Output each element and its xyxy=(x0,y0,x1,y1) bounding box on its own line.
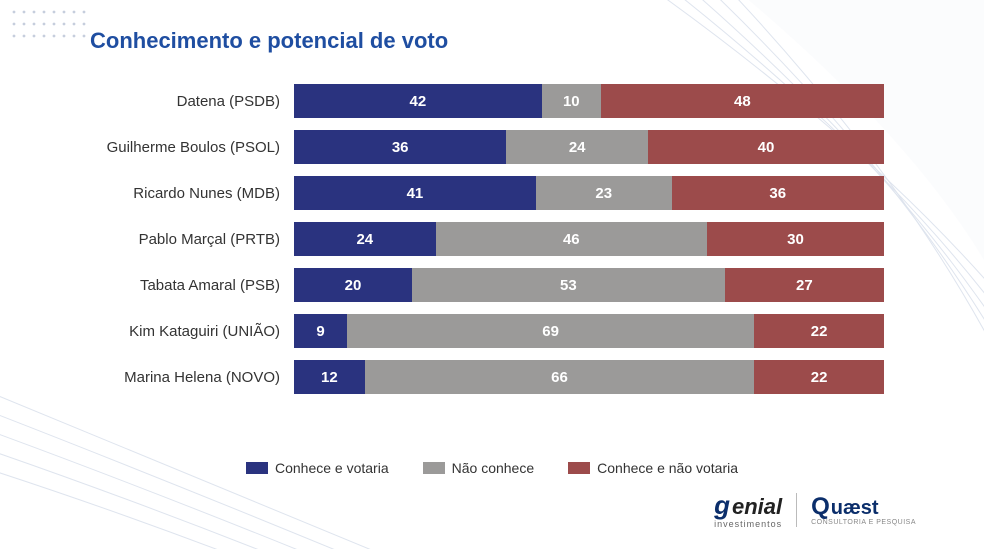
bar-segment: 46 xyxy=(436,222,707,256)
page: Conhecimento e potencial de voto Datena … xyxy=(0,0,984,549)
bar-segment: 36 xyxy=(672,176,884,210)
bar-segment: 30 xyxy=(707,222,884,256)
bar: 412336 xyxy=(294,176,884,210)
bar-segment: 23 xyxy=(536,176,672,210)
legend-item: Conhece e não votaria xyxy=(568,460,738,476)
row-label: Guilherme Boulos (PSOL) xyxy=(60,139,280,156)
bar-segment: 27 xyxy=(725,268,884,302)
bar-segment: 10 xyxy=(542,84,601,118)
bar: 244630 xyxy=(294,222,884,256)
chart-row: Ricardo Nunes (MDB) 412336 xyxy=(60,176,884,210)
bar-segment: 66 xyxy=(365,360,754,394)
logo-genial: genial investimentos xyxy=(714,490,782,529)
bar-segment: 22 xyxy=(754,360,884,394)
bar-segment: 20 xyxy=(294,268,412,302)
row-label: Tabata Amaral (PSB) xyxy=(60,277,280,294)
legend-label: Conhece e votaria xyxy=(275,460,389,476)
row-label: Datena (PSDB) xyxy=(60,93,280,110)
footer: genial investimentos Quæst CONSULTORIA E… xyxy=(60,490,924,529)
bar-segment: 69 xyxy=(347,314,754,348)
logo-genial-text: enial xyxy=(732,494,782,520)
chart-row: Kim Kataguiri (UNIÃO) 96922 xyxy=(60,314,884,348)
chart-row: Datena (PSDB) 421048 xyxy=(60,84,884,118)
chart-row: Guilherme Boulos (PSOL) 362440 xyxy=(60,130,884,164)
legend-label: Não conhece xyxy=(452,460,535,476)
bar: 421048 xyxy=(294,84,884,118)
bar-segment: 12 xyxy=(294,360,365,394)
legend-swatch xyxy=(246,462,268,474)
logo-genial-sub: investimentos xyxy=(714,519,782,529)
legend: Conhece e votaria Não conhece Conhece e nã… xyxy=(60,460,924,476)
bar-segment: 42 xyxy=(294,84,542,118)
bar: 205327 xyxy=(294,268,884,302)
row-label: Marina Helena (NOVO) xyxy=(60,369,280,386)
bar-segment: 9 xyxy=(294,314,347,348)
chart-area: Datena (PSDB) 421048 Guilherme Boulos (PSO… xyxy=(60,84,924,446)
chart-row: Marina Helena (NOVO) 126622 xyxy=(60,360,884,394)
bar-segment: 40 xyxy=(648,130,884,164)
logo-quaest: Quæst CONSULTORIA E PESQUISA xyxy=(811,493,916,526)
bar-segment: 53 xyxy=(412,268,725,302)
row-label: Ricardo Nunes (MDB) xyxy=(60,185,280,202)
bar-segment: 24 xyxy=(506,130,648,164)
bar: 362440 xyxy=(294,130,884,164)
bar-segment: 22 xyxy=(754,314,884,348)
bar-segment: 36 xyxy=(294,130,506,164)
legend-swatch xyxy=(423,462,445,474)
row-label: Pablo Marçal (PRTB) xyxy=(60,231,280,248)
bar: 126622 xyxy=(294,360,884,394)
logo-quaest-text: uæst xyxy=(831,497,879,520)
logo-quaest-sub: CONSULTORIA E PESQUISA xyxy=(811,519,916,526)
footer-divider xyxy=(796,493,797,527)
logo-genial-g: g xyxy=(714,490,730,521)
chart-row: Tabata Amaral (PSB) 205327 xyxy=(60,268,884,302)
row-label: Kim Kataguiri (UNIÃO) xyxy=(60,323,280,340)
legend-label: Conhece e não votaria xyxy=(597,460,738,476)
bar: 96922 xyxy=(294,314,884,348)
logo-quaest-q: Q xyxy=(811,493,830,521)
legend-item: Conhece e votaria xyxy=(246,460,389,476)
legend-swatch xyxy=(568,462,590,474)
legend-item: Não conhece xyxy=(423,460,535,476)
bar-segment: 24 xyxy=(294,222,436,256)
chart-row: Pablo Marçal (PRTB) 244630 xyxy=(60,222,884,256)
bar-segment: 41 xyxy=(294,176,536,210)
chart-title: Conhecimento e potencial de voto xyxy=(90,28,924,54)
bar-segment: 48 xyxy=(601,84,884,118)
